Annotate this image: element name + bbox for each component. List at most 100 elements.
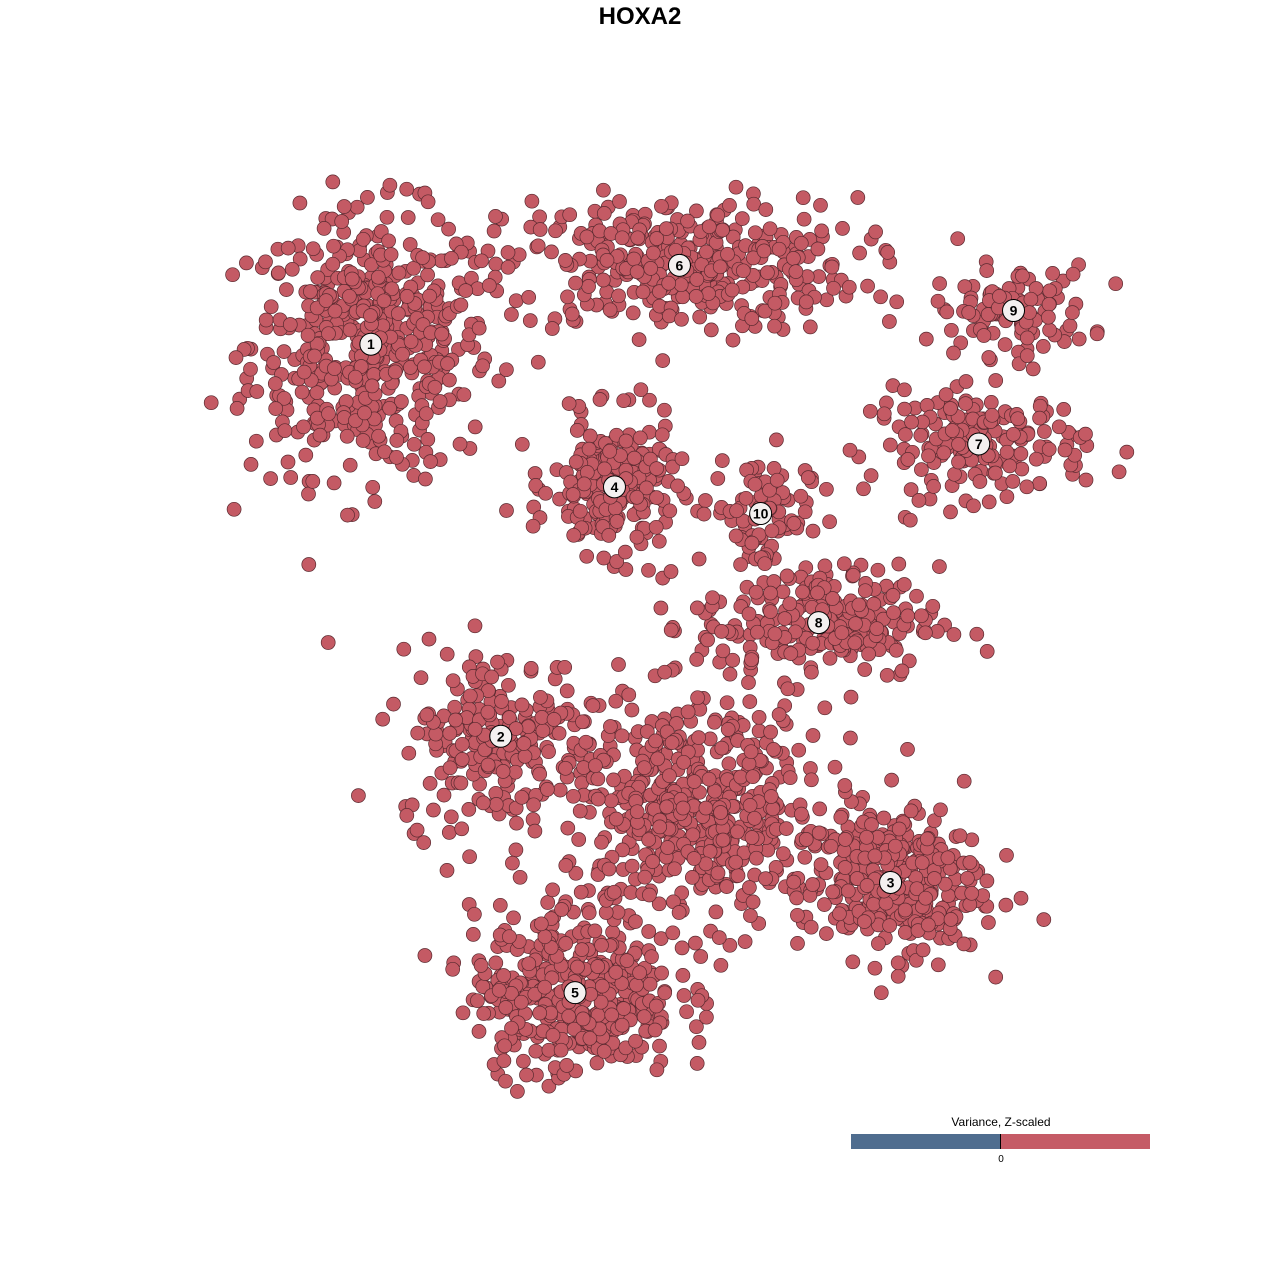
data-point — [790, 936, 805, 951]
data-point — [579, 548, 595, 564]
data-point — [918, 331, 934, 347]
cluster-label-badge — [667, 253, 691, 277]
data-point — [496, 968, 511, 983]
data-point — [371, 428, 386, 444]
data-point — [674, 940, 690, 956]
data-point — [680, 213, 695, 229]
data-point — [609, 554, 625, 569]
data-point — [1119, 444, 1135, 460]
data-point — [1032, 410, 1047, 426]
data-point — [742, 798, 758, 813]
data-point — [641, 832, 657, 848]
data-point — [636, 1009, 652, 1025]
data-point — [715, 832, 731, 848]
data-point — [648, 998, 664, 1014]
data-point — [836, 556, 852, 572]
data-point — [664, 735, 680, 750]
data-point — [701, 219, 717, 235]
data-point — [601, 861, 617, 877]
data-point — [367, 494, 383, 509]
data-point — [738, 490, 754, 506]
data-point — [943, 912, 959, 927]
data-point — [643, 261, 659, 276]
data-point — [403, 334, 419, 349]
data-point — [793, 235, 809, 251]
data-point — [747, 225, 763, 241]
data-point — [226, 501, 242, 517]
data-point — [897, 382, 912, 398]
data-point — [499, 362, 514, 378]
data-point — [594, 978, 610, 994]
data-point — [427, 379, 443, 395]
data-point — [665, 459, 680, 475]
cluster-label: 8 — [807, 611, 831, 635]
data-point — [710, 207, 726, 223]
data-point — [504, 307, 519, 322]
data-point — [843, 689, 859, 705]
data-point — [914, 855, 930, 871]
data-point — [560, 820, 576, 836]
data-point — [632, 430, 648, 446]
data-point — [810, 585, 825, 601]
data-point — [1041, 296, 1057, 312]
data-point — [749, 850, 764, 866]
data-point — [848, 616, 863, 631]
data-point — [684, 870, 700, 885]
data-point — [305, 241, 321, 257]
data-point — [626, 450, 642, 466]
data-point — [886, 605, 901, 620]
data-point — [760, 265, 775, 280]
data-point — [527, 823, 543, 839]
cluster-label: 7 — [967, 432, 991, 456]
data-point — [733, 557, 748, 572]
data-point — [805, 635, 821, 651]
data-point — [512, 869, 528, 885]
data-point — [856, 481, 871, 497]
data-point — [757, 556, 773, 572]
data-point — [609, 514, 625, 529]
data-point — [914, 608, 929, 624]
data-point — [1025, 361, 1041, 377]
data-point — [399, 181, 415, 197]
data-point — [783, 646, 799, 661]
data-point — [758, 202, 774, 217]
data-point — [334, 214, 350, 229]
data-point — [543, 940, 559, 955]
data-point — [533, 689, 548, 705]
data-point — [811, 825, 827, 841]
data-point — [595, 272, 611, 288]
data-point — [318, 293, 334, 308]
data-point — [596, 1044, 612, 1059]
data-point — [950, 231, 966, 247]
data-point — [797, 849, 813, 865]
data-point — [745, 894, 761, 910]
data-point — [835, 221, 850, 236]
data-point — [327, 361, 342, 376]
data-point — [889, 294, 905, 310]
data-point — [707, 783, 723, 799]
data-point — [903, 803, 919, 819]
data-point — [744, 535, 760, 551]
data-point — [426, 802, 441, 818]
cluster-label-badge — [1002, 299, 1026, 323]
data-point — [979, 263, 995, 278]
data-point — [642, 976, 658, 992]
data-point — [1042, 283, 1058, 299]
data-point — [608, 964, 624, 980]
data-point — [748, 584, 764, 600]
data-point — [915, 942, 931, 958]
data-point — [763, 789, 779, 804]
data-point — [795, 190, 811, 206]
data-point — [926, 479, 941, 494]
data-point — [617, 544, 633, 560]
data-point — [480, 704, 496, 720]
data-point — [725, 332, 741, 348]
data-point — [258, 254, 273, 270]
data-point — [597, 461, 612, 477]
data-point — [296, 364, 312, 380]
data-point — [432, 394, 448, 409]
data-point — [667, 861, 682, 877]
data-point — [795, 584, 810, 600]
data-point — [864, 817, 879, 832]
data-point — [282, 317, 298, 332]
